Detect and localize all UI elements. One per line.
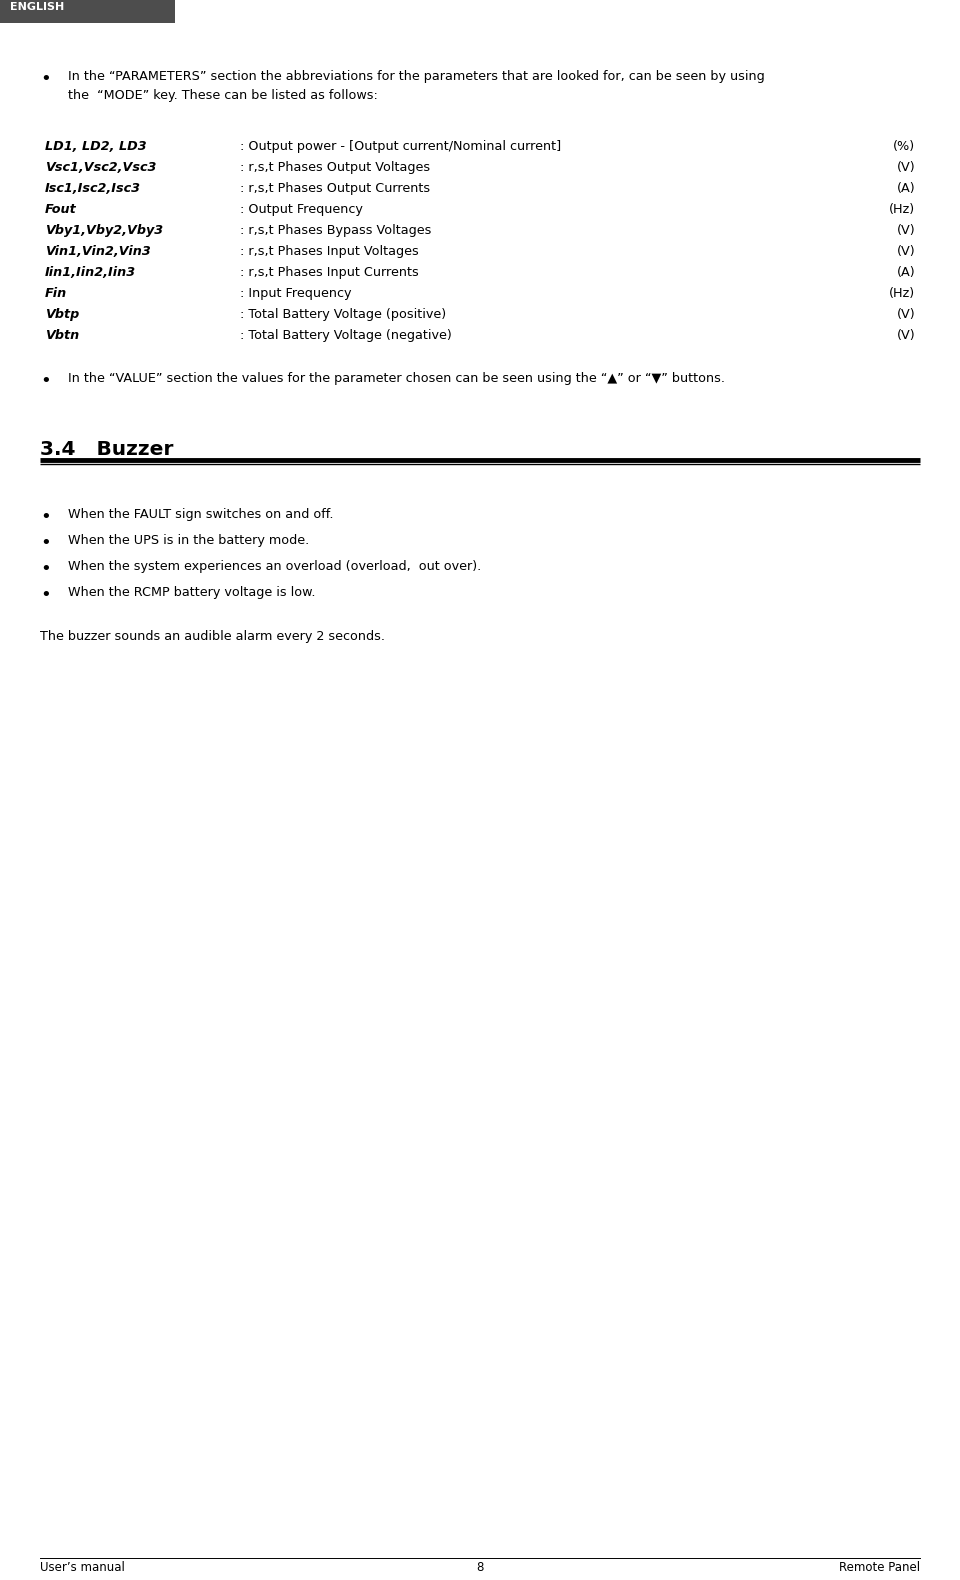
Text: : r,s,t Phases Input Currents: : r,s,t Phases Input Currents [240, 265, 419, 280]
Text: User’s manual: User’s manual [40, 1561, 125, 1574]
Text: (A): (A) [897, 182, 915, 194]
Text: •: • [40, 586, 51, 604]
Text: ENGLISH: ENGLISH [10, 2, 64, 13]
Text: : Total Battery Voltage (negative): : Total Battery Voltage (negative) [240, 329, 452, 341]
Text: When the FAULT sign switches on and off.: When the FAULT sign switches on and off. [68, 509, 333, 521]
Text: Vbtn: Vbtn [45, 329, 80, 341]
Text: (%): (%) [893, 141, 915, 153]
Text: In the “PARAMETERS” section the abbreviations for the parameters that are looked: In the “PARAMETERS” section the abbrevia… [68, 70, 765, 84]
Text: (A): (A) [897, 265, 915, 280]
Text: (V): (V) [897, 329, 915, 341]
Text: The buzzer sounds an audible alarm every 2 seconds.: The buzzer sounds an audible alarm every… [40, 630, 385, 643]
Text: Isc1,Isc2,Isc3: Isc1,Isc2,Isc3 [45, 182, 141, 194]
Text: : r,s,t Phases Output Currents: : r,s,t Phases Output Currents [240, 182, 430, 194]
Text: Iin1,Iin2,Iin3: Iin1,Iin2,Iin3 [45, 265, 136, 280]
Text: Vin1,Vin2,Vin3: Vin1,Vin2,Vin3 [45, 245, 151, 258]
Text: In the “VALUE” section the values for the parameter chosen can be seen using the: In the “VALUE” section the values for th… [68, 371, 725, 386]
Text: Remote Panel: Remote Panel [839, 1561, 920, 1574]
Text: (V): (V) [897, 308, 915, 321]
Text: : Input Frequency: : Input Frequency [240, 288, 351, 300]
Text: : Output Frequency: : Output Frequency [240, 202, 363, 216]
Text: (V): (V) [897, 245, 915, 258]
Text: (V): (V) [897, 224, 915, 237]
Text: the  “MODE” key. These can be listed as follows:: the “MODE” key. These can be listed as f… [68, 88, 378, 103]
Text: When the RCMP battery voltage is low.: When the RCMP battery voltage is low. [68, 586, 316, 599]
Text: LD1, LD2, LD3: LD1, LD2, LD3 [45, 141, 147, 153]
Text: Vbtp: Vbtp [45, 308, 80, 321]
Text: : r,s,t Phases Output Voltages: : r,s,t Phases Output Voltages [240, 161, 430, 174]
Text: •: • [40, 371, 51, 390]
Text: : Total Battery Voltage (positive): : Total Battery Voltage (positive) [240, 308, 446, 321]
Text: : r,s,t Phases Input Voltages: : r,s,t Phases Input Voltages [240, 245, 419, 258]
Text: •: • [40, 509, 51, 526]
Text: •: • [40, 559, 51, 578]
Text: When the UPS is in the battery mode.: When the UPS is in the battery mode. [68, 534, 309, 547]
Text: When the system experiences an overload (overload,  out over).: When the system experiences an overload … [68, 559, 481, 574]
FancyBboxPatch shape [0, 0, 175, 24]
Text: : r,s,t Phases Bypass Voltages: : r,s,t Phases Bypass Voltages [240, 224, 431, 237]
Text: (Hz): (Hz) [889, 288, 915, 300]
Text: : Output power - [Output current/Nominal current]: : Output power - [Output current/Nominal… [240, 141, 562, 153]
Text: 3.4   Buzzer: 3.4 Buzzer [40, 439, 174, 460]
Text: Vsc1,Vsc2,Vsc3: Vsc1,Vsc2,Vsc3 [45, 161, 156, 174]
Text: •: • [40, 70, 51, 88]
Text: Vby1,Vby2,Vby3: Vby1,Vby2,Vby3 [45, 224, 163, 237]
Text: (V): (V) [897, 161, 915, 174]
Text: 8: 8 [476, 1561, 484, 1574]
Text: Fin: Fin [45, 288, 67, 300]
Text: •: • [40, 534, 51, 551]
Text: Fout: Fout [45, 202, 77, 216]
Text: (Hz): (Hz) [889, 202, 915, 216]
